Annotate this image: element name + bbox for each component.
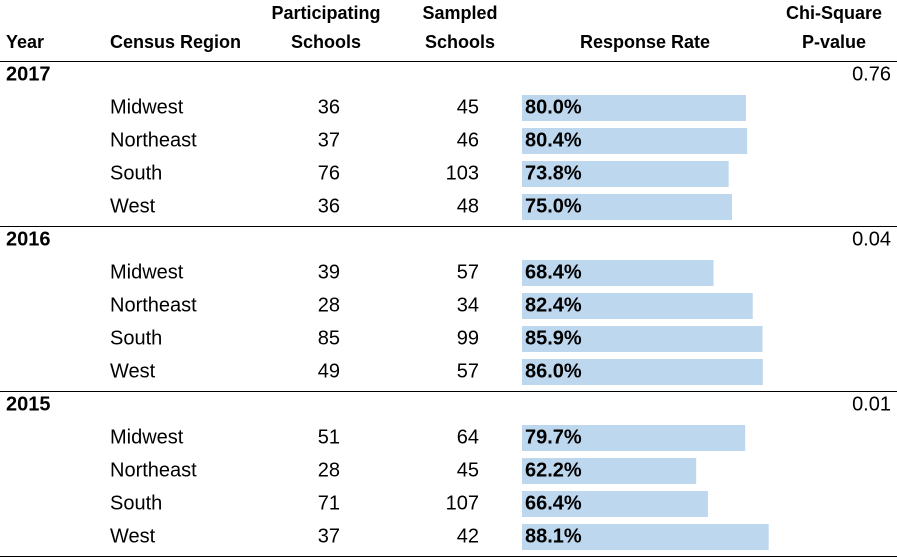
header-cell: Census Region bbox=[110, 32, 241, 52]
participating: 71 bbox=[318, 492, 340, 514]
header-cell: Participating bbox=[271, 3, 380, 23]
region: Midwest bbox=[110, 96, 184, 118]
sampled: 46 bbox=[457, 129, 479, 151]
rate-bar bbox=[522, 326, 763, 352]
region: South bbox=[110, 492, 162, 514]
year: 2017 bbox=[6, 63, 51, 85]
rate-label: 79.7% bbox=[525, 426, 582, 448]
participating: 49 bbox=[318, 360, 340, 382]
region: Midwest bbox=[110, 426, 184, 448]
sampled: 48 bbox=[457, 195, 479, 217]
year: 2015 bbox=[6, 393, 51, 415]
participating: 51 bbox=[318, 426, 340, 448]
rate-bar bbox=[522, 194, 732, 220]
rate-bar bbox=[522, 359, 763, 385]
sampled: 57 bbox=[457, 261, 479, 283]
sampled: 34 bbox=[457, 294, 479, 316]
region: Northeast bbox=[110, 459, 197, 481]
rate-label: 62.2% bbox=[525, 459, 582, 481]
header-cell: Year bbox=[6, 32, 44, 52]
participating: 85 bbox=[318, 327, 340, 349]
rate-bar bbox=[522, 161, 729, 187]
rate-bar bbox=[522, 491, 708, 517]
sampled: 45 bbox=[457, 96, 479, 118]
participating: 36 bbox=[318, 96, 340, 118]
participating: 39 bbox=[318, 261, 340, 283]
participating: 37 bbox=[318, 129, 340, 151]
rate-label: 75.0% bbox=[525, 195, 582, 217]
rate-bar bbox=[522, 260, 714, 286]
sampled: 107 bbox=[446, 492, 479, 514]
rate-bar bbox=[522, 458, 697, 484]
region: South bbox=[110, 327, 162, 349]
sampled: 99 bbox=[457, 327, 479, 349]
header-cell: Chi-Square bbox=[786, 3, 882, 23]
region: West bbox=[110, 525, 156, 547]
rate-bar bbox=[522, 425, 746, 451]
header-cell: Response Rate bbox=[580, 32, 710, 52]
region: Midwest bbox=[110, 261, 184, 283]
rate-bar bbox=[522, 293, 753, 319]
header-cell: Schools bbox=[425, 32, 495, 52]
rate-label: 86.0% bbox=[525, 360, 582, 382]
header-cell: P-value bbox=[802, 32, 866, 52]
participating: 28 bbox=[318, 294, 340, 316]
rate-label: 80.0% bbox=[525, 96, 582, 118]
rate-bar bbox=[522, 524, 769, 550]
rate-label: 73.8% bbox=[525, 162, 582, 184]
region: Northeast bbox=[110, 129, 197, 151]
rate-label: 68.4% bbox=[525, 261, 582, 283]
participating: 76 bbox=[318, 162, 340, 184]
header-cell: Sampled bbox=[422, 3, 497, 23]
region: West bbox=[110, 195, 156, 217]
sampled: 45 bbox=[457, 459, 479, 481]
participating: 36 bbox=[318, 195, 340, 217]
participating: 28 bbox=[318, 459, 340, 481]
year: 2016 bbox=[6, 228, 51, 250]
p-value: 0.01 bbox=[852, 393, 891, 415]
rate-label: 85.9% bbox=[525, 327, 582, 349]
region: Northeast bbox=[110, 294, 197, 316]
sampled: 64 bbox=[457, 426, 479, 448]
p-value: 0.76 bbox=[852, 63, 891, 85]
rate-bar bbox=[522, 128, 748, 154]
sampled: 57 bbox=[457, 360, 479, 382]
participating: 37 bbox=[318, 525, 340, 547]
rate-label: 66.4% bbox=[525, 492, 582, 514]
sampled: 103 bbox=[446, 162, 479, 184]
rate-label: 82.4% bbox=[525, 294, 582, 316]
rate-bar bbox=[522, 95, 746, 121]
region: West bbox=[110, 360, 156, 382]
region: South bbox=[110, 162, 162, 184]
p-value: 0.04 bbox=[852, 228, 891, 250]
sampled: 42 bbox=[457, 525, 479, 547]
rate-label: 80.4% bbox=[525, 129, 582, 151]
rate-label: 88.1% bbox=[525, 525, 582, 547]
header-cell: Schools bbox=[291, 32, 361, 52]
